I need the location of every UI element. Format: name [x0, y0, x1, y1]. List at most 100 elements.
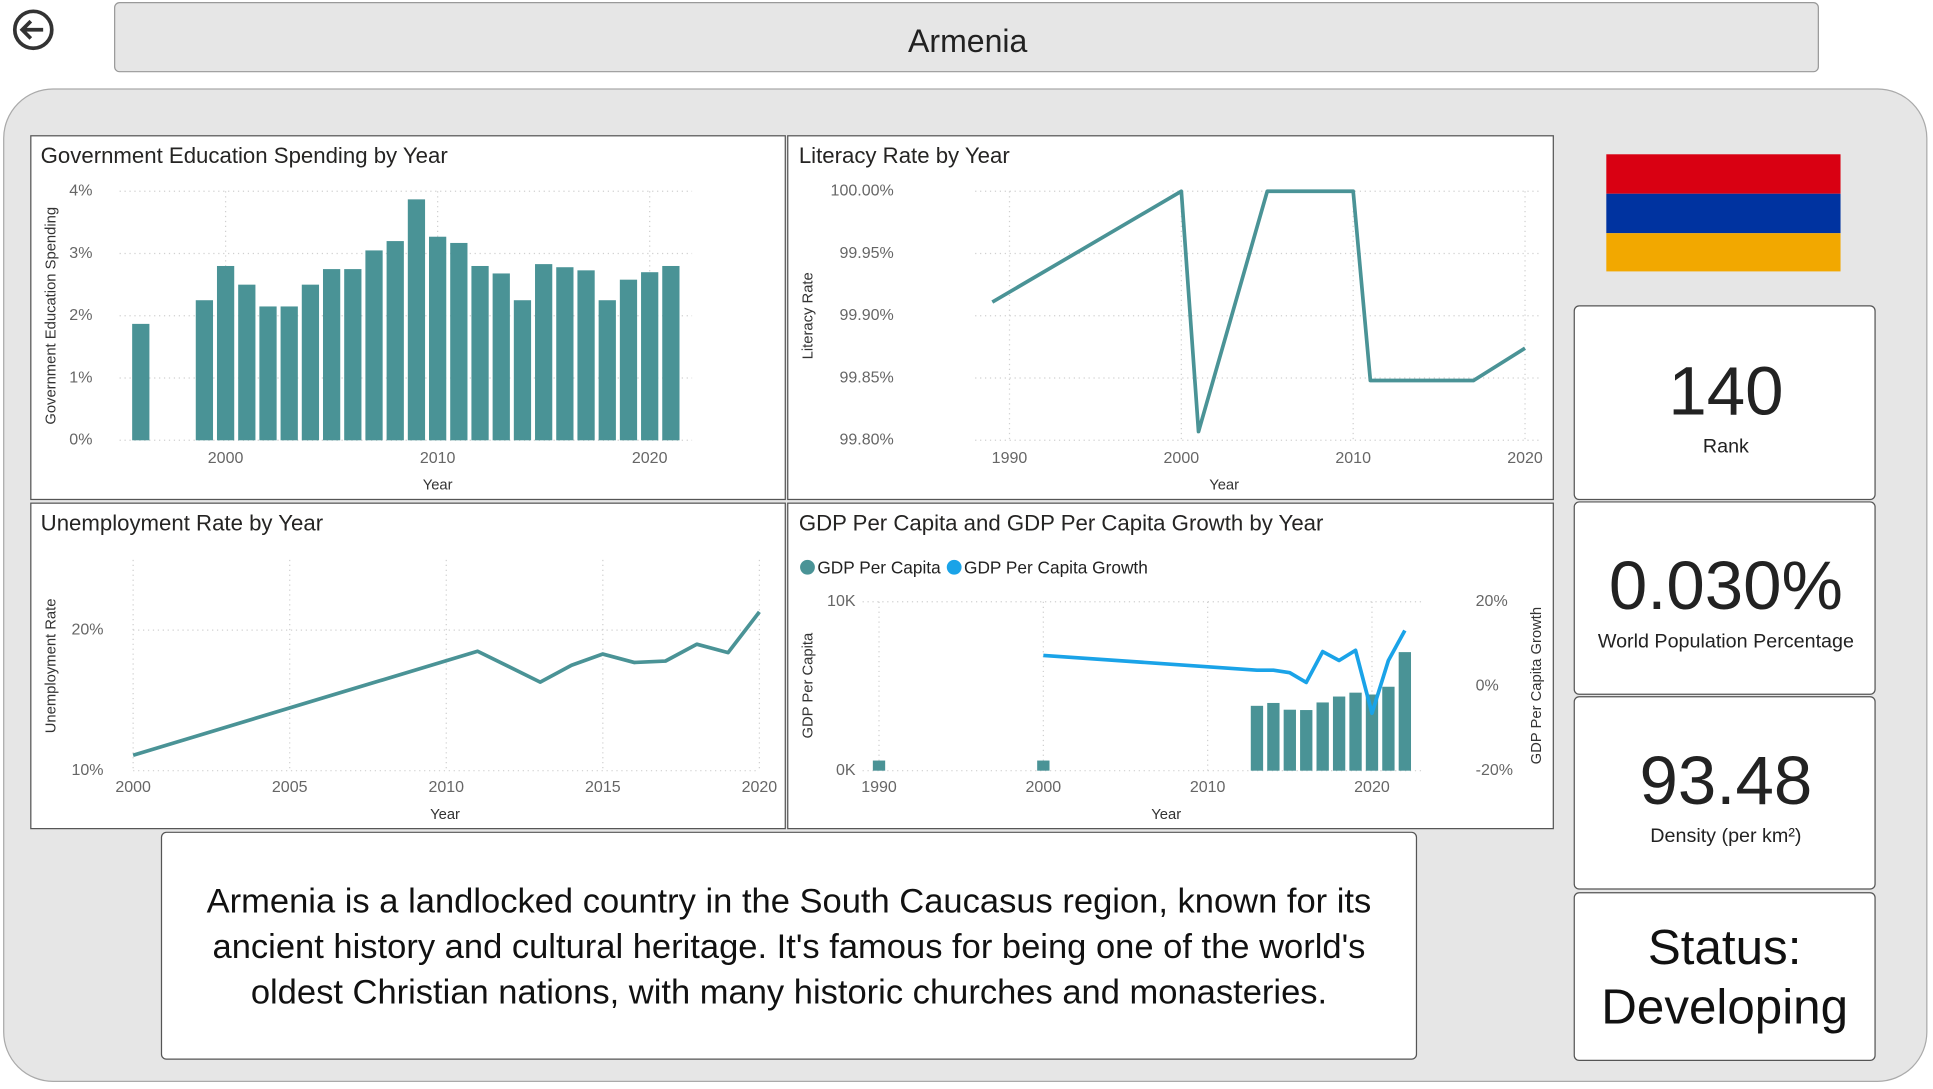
- bar: [195, 300, 214, 441]
- bar: [1332, 696, 1346, 771]
- bar: [1365, 694, 1379, 771]
- bar: [1267, 702, 1280, 771]
- x-tick-label: 2000: [115, 778, 151, 796]
- line: [991, 189, 1527, 434]
- card: [1573, 305, 1876, 501]
- flag-stripe: [1606, 154, 1841, 194]
- legend-label[interactable]: GDP Per Capita: [817, 557, 941, 577]
- bar: [132, 323, 150, 441]
- x-tick-label: 1990: [992, 449, 1028, 467]
- y-tick-label: 1%: [69, 368, 92, 386]
- x-tick-label: 2020: [742, 778, 778, 796]
- y-tick-label: 10K: [827, 592, 856, 610]
- bar: [216, 265, 235, 441]
- card-label: World Population Percentage: [1598, 630, 1854, 652]
- bar: [429, 236, 447, 441]
- y-tick-label: 99.95%: [839, 244, 893, 262]
- bar: [471, 265, 489, 441]
- legend-label[interactable]: GDP Per Capita Growth: [964, 557, 1148, 577]
- y-axis-title: Unemployment Rate: [43, 599, 59, 734]
- bar: [1316, 702, 1329, 771]
- bar: [344, 269, 362, 441]
- x-axis-title: Year: [430, 807, 460, 823]
- bar: [513, 300, 532, 441]
- bar: [598, 300, 616, 441]
- x-tick-label: 2000: [208, 449, 244, 467]
- y-tick-label: 0%: [69, 431, 92, 449]
- y-tick-label: 100.00%: [831, 182, 894, 200]
- card: [1573, 501, 1876, 695]
- y-tick-label: 3%: [69, 244, 92, 262]
- legend-swatch: [946, 559, 962, 575]
- x-tick-label: 1990: [861, 778, 897, 796]
- x-tick-label: 2010: [420, 449, 456, 467]
- y-tick-label: 4%: [69, 182, 92, 200]
- x-tick-label: 2020: [632, 449, 668, 467]
- bar: [280, 306, 298, 441]
- page-title: Armenia: [908, 23, 1028, 59]
- bar: [365, 250, 383, 441]
- bar: [641, 272, 659, 441]
- chart-title: Literacy Rate by Year: [799, 143, 1011, 168]
- y-tick-label: 99.90%: [839, 306, 893, 324]
- bar: [407, 199, 426, 441]
- y-axis-title: Literacy Rate: [800, 272, 816, 359]
- bar: [322, 269, 341, 441]
- description-text: Armenia is a landlocked country in the S…: [206, 881, 1372, 1011]
- bar: [535, 264, 553, 441]
- x-tick-label: 2010: [1190, 778, 1226, 796]
- flag-stripe: [1606, 193, 1841, 234]
- x-axis-title: Year: [423, 478, 453, 494]
- x-axis-title: Year: [1151, 807, 1181, 823]
- description-box: [160, 831, 1418, 1060]
- x-tick-label: 2010: [428, 778, 464, 796]
- y-tick-label: 99.85%: [839, 368, 893, 386]
- bar: [1349, 692, 1362, 771]
- y-tick-label: 99.80%: [839, 431, 893, 449]
- x-tick-label: 2000: [1164, 449, 1200, 467]
- bar: [301, 284, 320, 441]
- bar: [238, 284, 256, 441]
- x-tick-label: 2000: [1026, 778, 1062, 796]
- legend-swatch: [800, 559, 815, 575]
- card-label: Rank: [1703, 436, 1749, 458]
- status-text: Status: Developing: [1601, 921, 1849, 1035]
- card-label: Density (per km²): [1650, 825, 1801, 847]
- bar: [556, 267, 574, 441]
- card-value: 93.48: [1640, 742, 1813, 819]
- line: [1043, 629, 1407, 716]
- card-value: 0.030%: [1609, 547, 1843, 624]
- flag-stripe: [1606, 233, 1841, 272]
- chart-title: Unemployment Rate by Year: [41, 510, 324, 535]
- x-tick-label: 2015: [585, 778, 621, 796]
- x-tick-label: 2020: [1507, 449, 1543, 467]
- y2-tick-label: 0%: [1476, 676, 1499, 694]
- y2-tick-label: -20%: [1476, 761, 1513, 779]
- chart-panel: [787, 135, 1554, 501]
- y-tick-label: 0K: [836, 761, 856, 779]
- bar: [619, 279, 638, 441]
- card: [1573, 696, 1876, 890]
- x-tick-label: 2005: [272, 778, 308, 796]
- bar: [1037, 760, 1050, 771]
- x-tick-label: 2020: [1354, 778, 1390, 796]
- bar: [386, 241, 404, 441]
- y2-tick-label: 20%: [1476, 592, 1508, 610]
- y-axis-title: GDP Per Capita: [800, 632, 816, 738]
- chart-title: Government Education Spending by Year: [41, 143, 449, 168]
- x-tick-label: 2010: [1335, 449, 1371, 467]
- x-axis-title: Year: [1209, 478, 1239, 494]
- y-tick-label: 10%: [71, 761, 103, 779]
- bar: [1398, 652, 1412, 771]
- chart-title: GDP Per Capita and GDP Per Capita Growth…: [799, 510, 1324, 535]
- line: [132, 610, 761, 757]
- card: [1573, 892, 1876, 1062]
- back-button[interactable]: [12, 9, 54, 51]
- y-tick-label: 20%: [71, 620, 103, 638]
- bar: [872, 760, 886, 771]
- bar: [1300, 710, 1313, 771]
- y2-axis-title: GDP Per Capita Growth: [1529, 607, 1545, 764]
- y-tick-label: 2%: [69, 306, 92, 324]
- bar: [259, 306, 277, 441]
- bar: [662, 265, 680, 441]
